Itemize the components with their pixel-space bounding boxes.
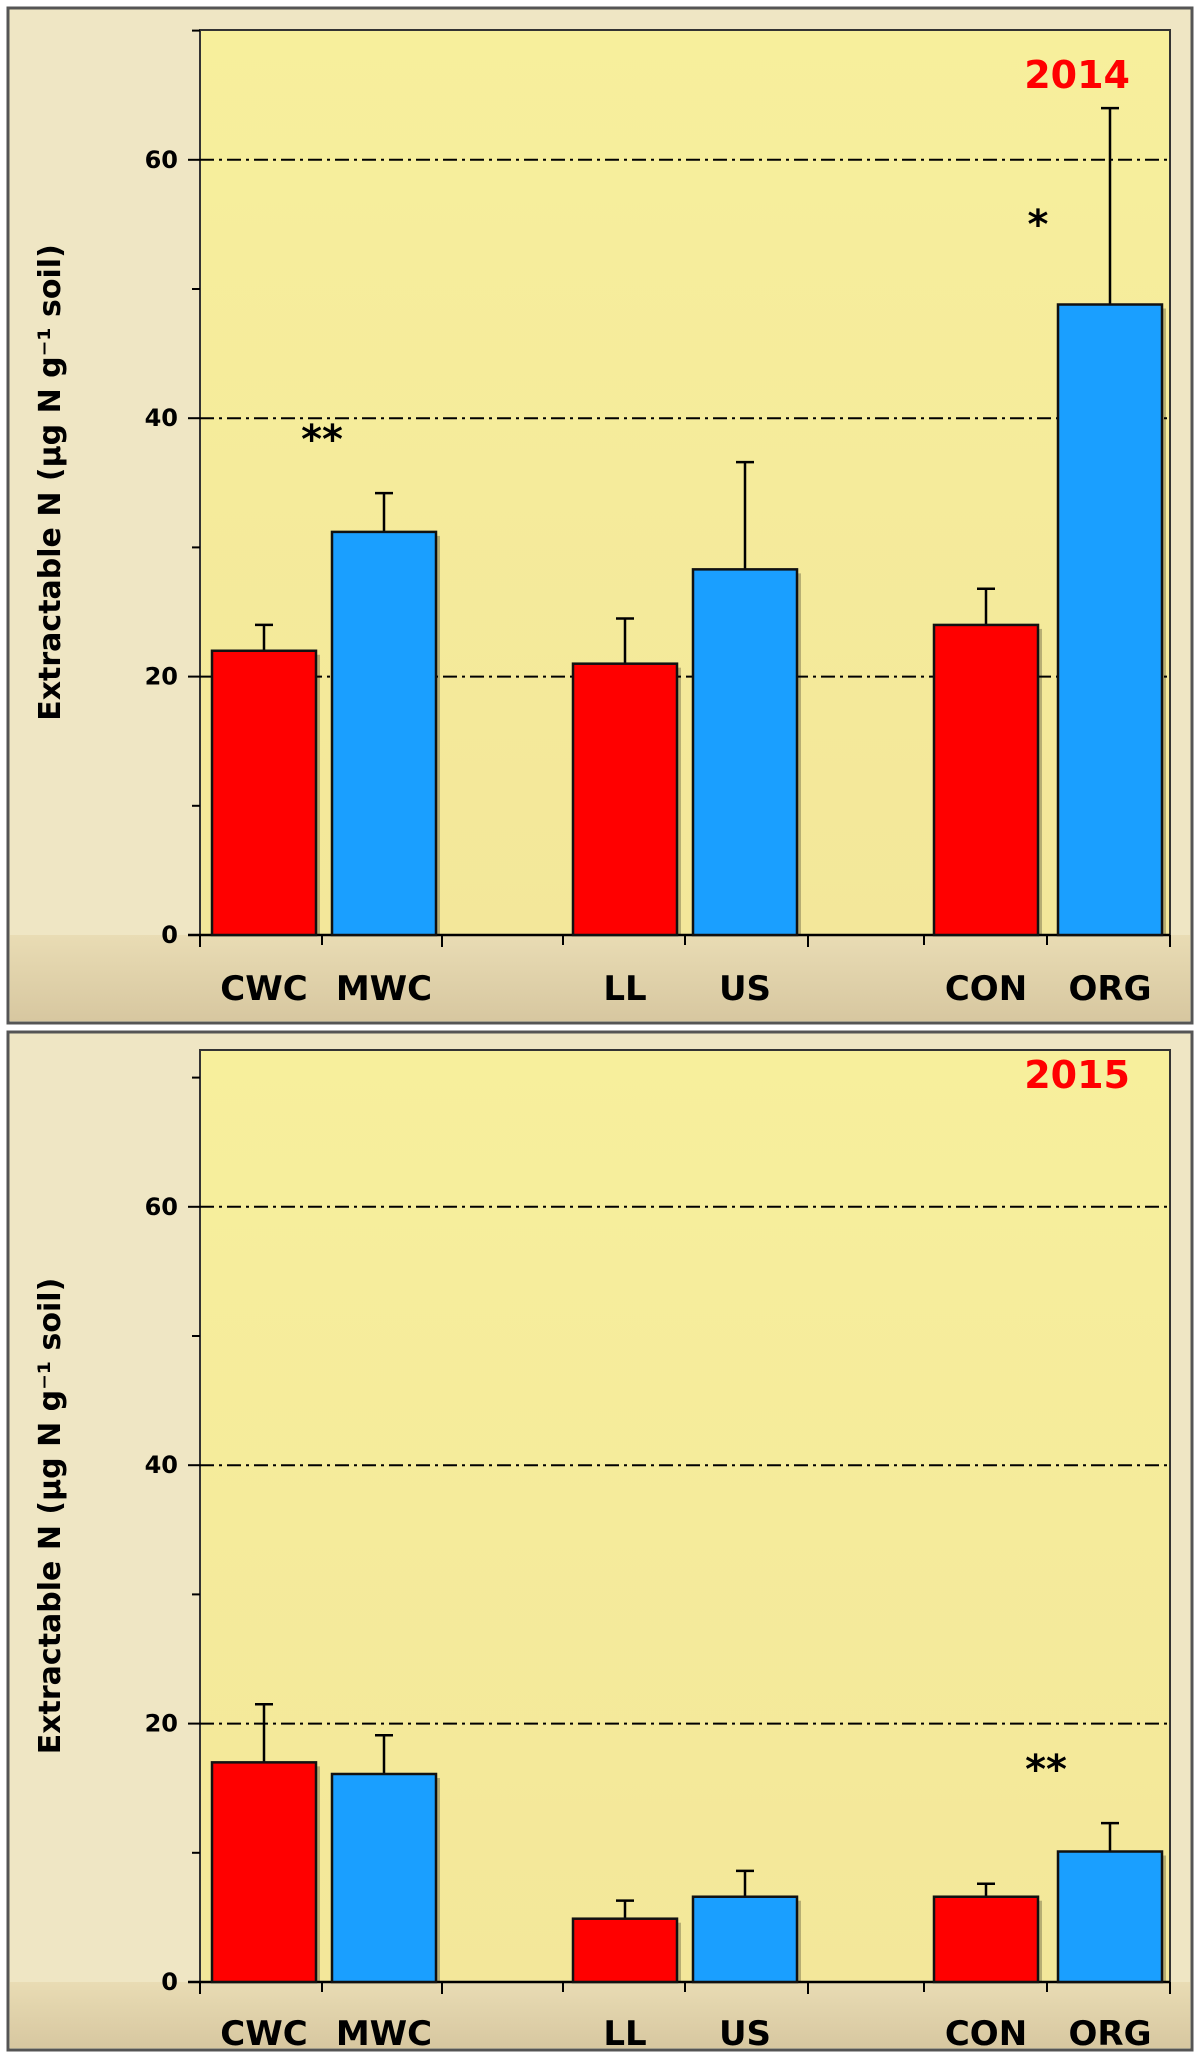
category-label-MWC-2014: MWC (336, 969, 432, 1009)
bar-MWC-2014 (330, 530, 438, 937)
bar-LL-2014 (571, 662, 679, 937)
category-label-MWC-2015: MWC (336, 2014, 432, 2054)
bar-LL-2015 (571, 1917, 679, 1984)
bar-ORG-2014 (1056, 303, 1164, 937)
y-tick-label-0-2015: 0 (161, 1968, 178, 1996)
significance-marker-0-2014: ** (301, 417, 343, 463)
y-tick-label-40-2014: 40 (145, 404, 178, 432)
y-tick-label-60-2014: 60 (145, 146, 178, 174)
bar-US-2015 (691, 1895, 799, 1984)
y-tick-label-20-2014: 20 (145, 663, 178, 691)
category-label-CWC-2014: CWC (220, 969, 307, 1009)
y-axis-label-2014: Extractable N (µg N g⁻¹ soil) (33, 244, 68, 721)
y-tick-label-40-2015: 40 (145, 1451, 178, 1479)
bar-chart-2014: 0 20 40 60 Extractable N (µg N g⁻¹ soil) 2014… (6, 6, 1194, 1025)
significance-marker-2-2014: * (1028, 202, 1049, 248)
significance-marker-2-2015: ** (1025, 1747, 1067, 1793)
category-label-US-2014: US (719, 969, 771, 1009)
category-label-LL-2015: LL (603, 2014, 646, 2054)
y-tick-label-20-2015: 20 (145, 1710, 178, 1738)
chart-panel-2014: 0 20 40 60 Extractable N (µg N g⁻¹ soil) 2014… (6, 6, 1194, 1025)
y-tick-label-60-2015: 60 (145, 1193, 178, 1221)
bar-chart-2015: 0 20 40 60 Extractable N (µg N g⁻¹ soil) 2015… (6, 1030, 1194, 2054)
category-label-ORG-2015: ORG (1069, 2014, 1152, 2054)
chart-title-2014: 2014 (1024, 53, 1130, 97)
bar-US-2014 (691, 568, 799, 937)
bar-CWC-2015 (210, 1761, 318, 1984)
chart-title-2015: 2015 (1024, 1053, 1130, 1097)
bar-ORG-2015 (1056, 1850, 1164, 1984)
bar-CON-2015 (932, 1895, 1040, 1984)
category-band-2014 (10, 935, 1190, 1021)
category-band-2015 (10, 1982, 1190, 2048)
category-label-CON-2015: CON (945, 2014, 1027, 2054)
bar-CWC-2014 (210, 649, 318, 937)
bar-CON-2014 (932, 623, 1040, 937)
category-label-US-2015: US (719, 2014, 771, 2054)
category-label-CON-2014: CON (945, 969, 1027, 1009)
bar-MWC-2015 (330, 1772, 438, 1984)
y-tick-label-0-2014: 0 (161, 921, 178, 949)
category-label-LL-2014: LL (603, 969, 646, 1009)
y-axis-label-2015: Extractable N (µg N g⁻¹ soil) (33, 1278, 68, 1755)
chart-panel-2015: 0 20 40 60 Extractable N (µg N g⁻¹ soil) 2015… (0, 1028, 1200, 2056)
category-label-CWC-2015: CWC (220, 2014, 307, 2054)
category-label-ORG-2014: ORG (1069, 969, 1152, 1009)
